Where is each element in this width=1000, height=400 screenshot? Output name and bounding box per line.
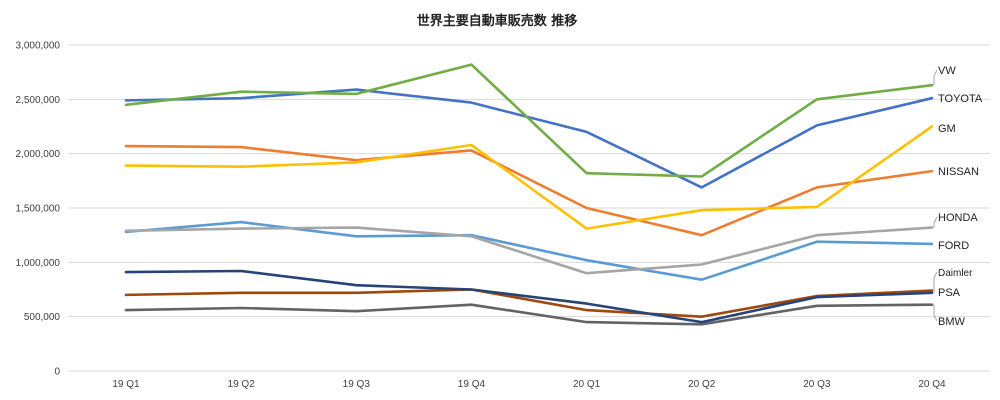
series-lines bbox=[124, 63, 934, 326]
series-line-nissan bbox=[124, 144, 934, 237]
series-label-gm: GM bbox=[938, 123, 956, 135]
series-line-ford bbox=[124, 220, 934, 282]
series-label-honda: HONDA bbox=[938, 212, 978, 224]
series-line-gm bbox=[124, 125, 934, 230]
series-label-toyota: TOYOTA bbox=[938, 93, 983, 105]
x-tick-label: 19 Q4 bbox=[458, 379, 486, 390]
x-tick-label: 19 Q1 bbox=[112, 379, 140, 390]
series-end-labels: VW TOYOTA GM NISSAN HONDA FORD Daimler PSA BMW bbox=[933, 65, 983, 328]
series-line-daimler bbox=[124, 269, 934, 324]
series-line-bmw bbox=[124, 303, 934, 326]
series-label-nissan: NISSAN bbox=[938, 166, 979, 178]
chart-title: 世界主要自動車販売数 推移 bbox=[417, 13, 578, 29]
series-label-psa: PSA bbox=[938, 287, 961, 299]
x-tick-label: 19 Q2 bbox=[228, 379, 256, 390]
y-axis-ticks: 0 500,000 1,000,000 1,500,000 2,000,000 2,500… bbox=[16, 41, 61, 378]
label-leader-line bbox=[933, 271, 938, 293]
series-line-vw bbox=[124, 63, 934, 178]
series-label-ford: FORD bbox=[938, 240, 969, 252]
series-line-honda bbox=[124, 226, 934, 275]
series-label-vw: VW bbox=[938, 65, 956, 77]
series-line-psa bbox=[124, 288, 934, 319]
x-tick-label: 20 Q2 bbox=[688, 379, 716, 390]
y-tick-label: 3,000,000 bbox=[16, 41, 61, 52]
x-axis-ticks: 19 Q1 19 Q2 19 Q3 19 Q4 20 Q1 20 Q2 20 Q3 20 Q4 bbox=[112, 379, 946, 390]
y-tick-label: 0 bbox=[54, 367, 60, 378]
x-tick-label: 20 Q4 bbox=[918, 379, 946, 390]
y-tick-label: 1,000,000 bbox=[16, 258, 61, 269]
y-tick-label: 2,500,000 bbox=[16, 95, 61, 106]
x-tick-label: 19 Q3 bbox=[343, 379, 371, 390]
label-leader-line bbox=[933, 216, 938, 228]
y-tick-label: 2,000,000 bbox=[16, 149, 61, 160]
series-label-daimler: Daimler bbox=[938, 268, 973, 279]
series-label-bmw: BMW bbox=[938, 316, 966, 328]
y-tick-label: 500,000 bbox=[24, 312, 61, 323]
y-tick-label: 1,500,000 bbox=[16, 204, 61, 215]
x-tick-label: 20 Q1 bbox=[573, 379, 601, 390]
label-leader-line bbox=[933, 69, 938, 86]
x-tick-label: 20 Q3 bbox=[803, 379, 831, 390]
label-leader-line bbox=[933, 304, 938, 322]
